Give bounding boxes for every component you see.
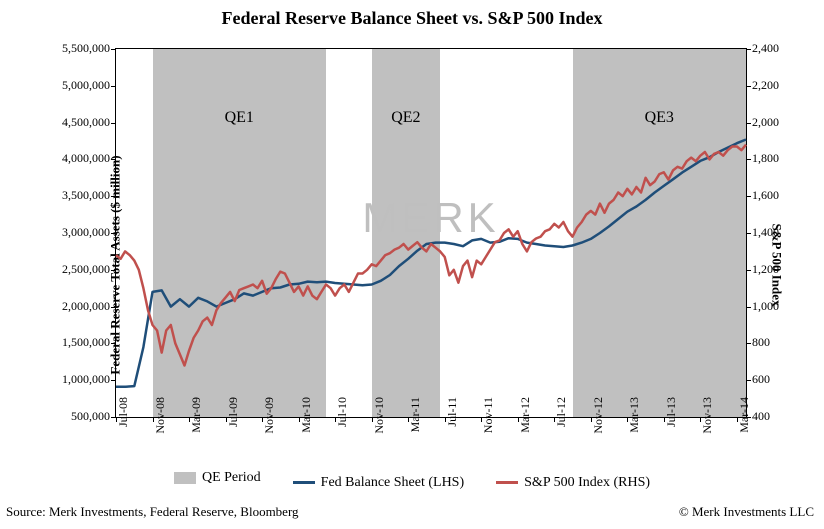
y-left-tick: 4,500,000 — [40, 115, 110, 130]
y-left-tick: 1,000,000 — [40, 372, 110, 387]
legend-label: Fed Balance Sheet (LHS) — [321, 475, 464, 491]
y-right-tick: 1,200 — [752, 262, 792, 277]
y-right-tick: 800 — [752, 335, 792, 350]
x-tick: Mar-11 — [408, 397, 423, 447]
x-tick: Mar-13 — [627, 397, 642, 447]
y-left-tick: 3,000,000 — [40, 225, 110, 240]
series-line — [116, 145, 746, 366]
x-tick: Mar-14 — [737, 397, 752, 447]
x-tick: Jul-12 — [554, 397, 569, 447]
x-tick: Nov-10 — [372, 397, 387, 447]
y-right-tick: 1,400 — [752, 225, 792, 240]
plot-area: MERK QE1QE2QE3500,0001,000,0001,500,0002… — [115, 48, 747, 418]
x-tick: Nov-13 — [700, 397, 715, 447]
y-right-tick: 2,200 — [752, 78, 792, 93]
qe-label: QE1 — [209, 109, 269, 127]
y-right-tick: 2,000 — [752, 115, 792, 130]
chart-svg — [116, 49, 746, 417]
legend-swatch — [174, 472, 196, 484]
y-left-tick: 5,000,000 — [40, 78, 110, 93]
y-right-tick: 1,000 — [752, 299, 792, 314]
qe-label: QE3 — [629, 109, 689, 127]
y-right-tick: 2,400 — [752, 41, 792, 56]
legend-swatch — [293, 481, 315, 484]
x-tick: Jul-13 — [664, 397, 679, 447]
y-right-tick: 400 — [752, 409, 792, 424]
x-tick: Nov-12 — [591, 397, 606, 447]
series-line — [116, 140, 746, 387]
x-tick: Mar-10 — [299, 397, 314, 447]
copyright-text: © Merk Investments LLC — [679, 504, 814, 520]
y-left-tick: 4,000,000 — [40, 151, 110, 166]
y-left-tick: 500,000 — [40, 409, 110, 424]
x-tick: Jul-10 — [335, 397, 350, 447]
legend-item: S&P 500 Index (RHS) — [496, 475, 650, 491]
y-left-tick: 3,500,000 — [40, 188, 110, 203]
y-right-tick: 600 — [752, 372, 792, 387]
y-left-tick: 2,500,000 — [40, 262, 110, 277]
x-tick: Nov-09 — [262, 397, 277, 447]
y-right-tick: 1,600 — [752, 188, 792, 203]
legend-item: QE Period — [174, 470, 261, 486]
y-left-tick: 5,500,000 — [40, 41, 110, 56]
chart-container: Federal Reserve Balance Sheet vs. S&P 50… — [0, 0, 824, 529]
legend-item: Fed Balance Sheet (LHS) — [293, 475, 464, 491]
x-tick: Nov-08 — [153, 397, 168, 447]
chart-title: Federal Reserve Balance Sheet vs. S&P 50… — [0, 8, 824, 29]
x-tick: Mar-12 — [518, 397, 533, 447]
legend-label: QE Period — [202, 470, 261, 486]
legend: QE Period Fed Balance Sheet (LHS) S&P 500 … — [0, 470, 824, 491]
x-tick: Jul-08 — [116, 397, 131, 447]
legend-swatch — [496, 481, 518, 484]
x-tick: Jul-11 — [445, 397, 460, 447]
y-left-tick: 2,000,000 — [40, 299, 110, 314]
x-tick: Jul-09 — [226, 397, 241, 447]
x-tick: Nov-11 — [481, 397, 496, 447]
legend-label: S&P 500 Index (RHS) — [524, 475, 650, 491]
qe-label: QE2 — [376, 109, 436, 127]
y-left-tick: 1,500,000 — [40, 335, 110, 350]
y-right-tick: 1,800 — [752, 151, 792, 166]
x-tick: Mar-09 — [189, 397, 204, 447]
source-text: Source: Merk Investments, Federal Reserv… — [6, 504, 299, 520]
